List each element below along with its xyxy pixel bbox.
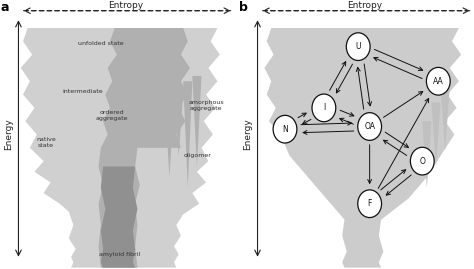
Polygon shape (99, 28, 190, 268)
Circle shape (312, 94, 336, 122)
Text: b: b (239, 1, 248, 14)
Text: U: U (356, 42, 361, 51)
Circle shape (427, 68, 450, 95)
Text: unfolded state: unfolded state (78, 41, 124, 47)
Text: native
state: native state (36, 137, 56, 148)
Text: intermediate: intermediate (62, 89, 103, 94)
Text: O: O (419, 157, 425, 166)
Text: N: N (282, 125, 288, 134)
Circle shape (346, 33, 370, 61)
Polygon shape (431, 102, 440, 167)
Polygon shape (165, 102, 174, 177)
Text: F: F (367, 199, 372, 208)
Polygon shape (264, 28, 461, 268)
Text: oligomer: oligomer (183, 153, 211, 158)
Text: amorphous
aggregate: amorphous aggregate (188, 100, 224, 111)
Circle shape (410, 147, 434, 175)
Polygon shape (192, 76, 201, 167)
Text: I: I (323, 103, 325, 112)
Circle shape (273, 115, 297, 143)
Text: Energy: Energy (4, 119, 13, 150)
Text: a: a (0, 1, 9, 14)
Polygon shape (101, 167, 137, 268)
Polygon shape (422, 121, 431, 188)
Text: Energy: Energy (243, 119, 252, 150)
Text: amyloid fibril: amyloid fibril (99, 252, 140, 257)
Text: OA: OA (364, 122, 375, 131)
Polygon shape (21, 28, 220, 268)
Text: Entropy: Entropy (109, 1, 144, 10)
Circle shape (358, 113, 382, 140)
Text: AA: AA (433, 77, 444, 86)
Circle shape (358, 190, 382, 218)
Text: ordered
aggregate: ordered aggregate (96, 111, 128, 121)
Polygon shape (183, 81, 192, 188)
Text: Entropy: Entropy (347, 1, 383, 10)
Polygon shape (440, 87, 450, 150)
Polygon shape (174, 95, 183, 156)
